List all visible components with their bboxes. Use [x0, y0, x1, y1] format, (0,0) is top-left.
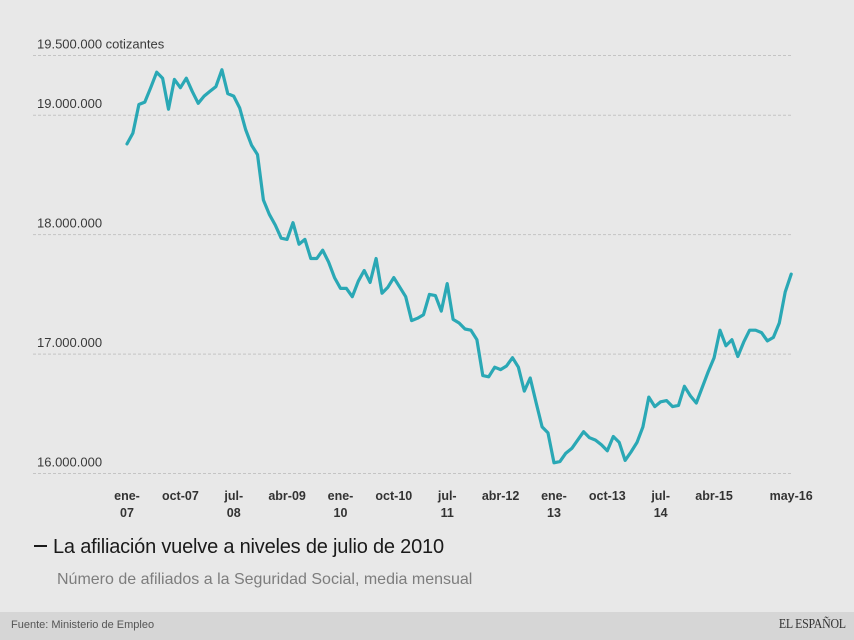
x-tick-label-line1: jul- [650, 489, 670, 503]
x-tick-label-line1: oct-13 [589, 489, 626, 503]
x-tick-label: oct-10 [375, 489, 412, 503]
x-tick-label: jul- 14 [650, 489, 670, 520]
x-tick-label: ene- 13 [541, 489, 567, 520]
x-tick-label-line2: 13 [547, 506, 561, 520]
y-axis-labels: 19.500.000 cotizantes 19.000.000 18.000.00… [37, 37, 165, 470]
x-tick-label-line2: 14 [654, 506, 668, 520]
x-tick-label-line1: may-16 [770, 489, 813, 503]
x-tick-label: abr-09 [268, 489, 306, 503]
x-tick-label-line1: abr-09 [268, 489, 306, 503]
footer-bar: Fuente: Ministerio de Empleo EL ESPAÑOL [0, 612, 854, 640]
x-tick-label-line1: oct-10 [375, 489, 412, 503]
x-tick-label-line1: oct-07 [162, 489, 199, 503]
x-tick-label: oct-07 [162, 489, 199, 503]
series-line [125, 68, 793, 465]
x-tick-label-line2: 11 [441, 506, 454, 520]
x-tick-label: jul- 08 [223, 489, 243, 520]
legend-dash-icon [34, 544, 47, 547]
publisher-logo: EL ESPAÑOL [779, 617, 846, 632]
x-tick-label-line1: jul- [223, 489, 243, 503]
x-tick-label-line1: ene- [114, 489, 140, 503]
y-tick-label: 16.000.000 [37, 455, 102, 470]
gridlines [33, 55, 792, 474]
x-tick-label-line1: jul- [437, 489, 457, 503]
series-layer [125, 68, 793, 465]
x-tick-label: may-16 [770, 489, 813, 503]
x-tick-label-line2: 07 [120, 506, 134, 520]
x-tick-label-line1: abr-15 [695, 489, 733, 503]
x-tick-label-line1: ene- [541, 489, 567, 503]
x-tick-label-line1: ene- [328, 489, 354, 503]
line-chart: 19.500.000 cotizantes 19.000.000 18.000.00… [33, 37, 813, 520]
y-tick-label: 19.000.000 [37, 96, 102, 111]
x-tick-label: abr-15 [695, 489, 733, 503]
chart-title-text: La afiliación vuelve a niveles de julio … [53, 536, 444, 558]
x-tick-label-line1: abr-12 [482, 489, 520, 503]
chart-subtitle: Número de afiliados a la Seguridad Socia… [57, 571, 473, 588]
x-tick-label: oct-13 [589, 489, 626, 503]
source-note: Fuente: Ministerio de Empleo [11, 619, 155, 631]
x-axis-labels: ene- 07 oct-07 jul- 08 abr-09 ene- 10 oct-10 jul-… [114, 489, 813, 520]
x-tick-label-line2: 10 [334, 506, 348, 520]
x-tick-label: jul- 11 [437, 489, 457, 520]
chart-title: La afiliación vuelve a niveles de julio … [34, 536, 444, 559]
y-tick-label: 19.500.000 cotizantes [37, 37, 165, 52]
x-tick-label: ene- 07 [114, 489, 140, 520]
y-tick-label: 17.000.000 [37, 335, 102, 350]
x-tick-label: ene- 10 [328, 489, 354, 520]
x-tick-label-line2: 08 [227, 506, 241, 520]
y-tick-label: 18.000.000 [37, 216, 102, 231]
x-tick-label: abr-12 [482, 489, 520, 503]
